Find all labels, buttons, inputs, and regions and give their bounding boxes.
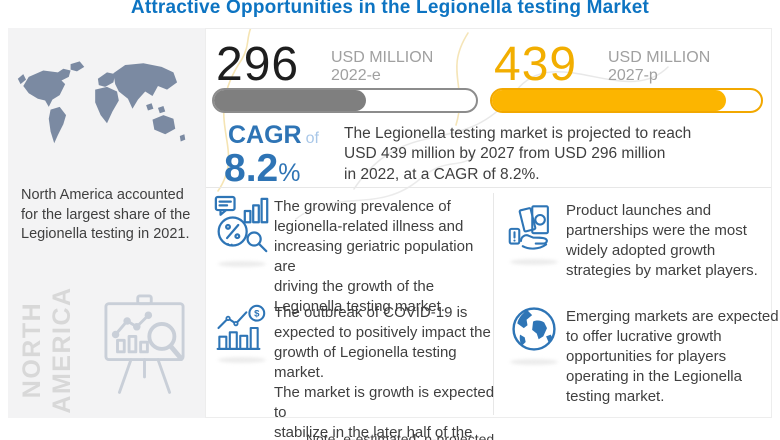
icon-shadow [218,357,266,363]
market-value-2027: 439 [494,38,578,91]
cagr-value: 8.2% [224,147,300,191]
market-unit-2022: USD MILLION 2022-e [331,49,434,85]
progress-bar-2022 [212,88,478,113]
icon-shadow [218,261,266,267]
region-highlight-panel: North America accounted for the largest … [8,28,205,418]
cagr-of-word: of [305,130,319,147]
progress-bar-2027 [490,88,763,113]
presentation-chart-icon [104,294,185,394]
insight-emerging-markets: Emerging markets are expected to offer l… [566,308,779,405]
market-analysis-icon [214,195,269,253]
cagr-label: CAGR of [228,121,319,150]
horizontal-divider [206,187,771,188]
region-caption: North America accounted for the largest … [21,187,191,243]
market-value-2022: 296 [216,38,300,91]
cagr-number: 8.2 [224,147,279,190]
page-title: Attractive Opportunities in the Legionel… [130,0,650,18]
money-hand-icon [508,205,549,250]
market-unit-2027: USD MILLION 2027-p [608,49,711,85]
growth-chart-coin-icon: $ [216,304,266,350]
progress-fill-2022 [214,90,366,111]
icon-shadow [510,259,558,265]
footnote: Note: e-estimated; p-projected [305,431,495,440]
insight-strategies: Product launches and partnerships were t… [566,202,758,279]
progress-fill-2027 [492,90,727,111]
market-summary: The Legionella testing market is project… [344,125,692,183]
world-map [17,61,186,144]
vertical-divider [493,193,494,415]
insight-drivers: The growing prevalence of legionella-rel… [274,198,474,315]
svg-text:$: $ [254,309,260,320]
globe-icon [512,307,556,351]
cagr-word: CAGR [228,121,302,149]
market-stats-panel: 296 USD MILLION 2022-e 439 USD MILLION 2… [205,28,779,440]
insight-covid-impact: The outbreak of COVID-19 is expected to … [274,304,495,440]
percent-sign: % [278,159,301,187]
icon-shadow [510,359,558,365]
region-name-label: NORTH AMERICA [18,286,76,414]
